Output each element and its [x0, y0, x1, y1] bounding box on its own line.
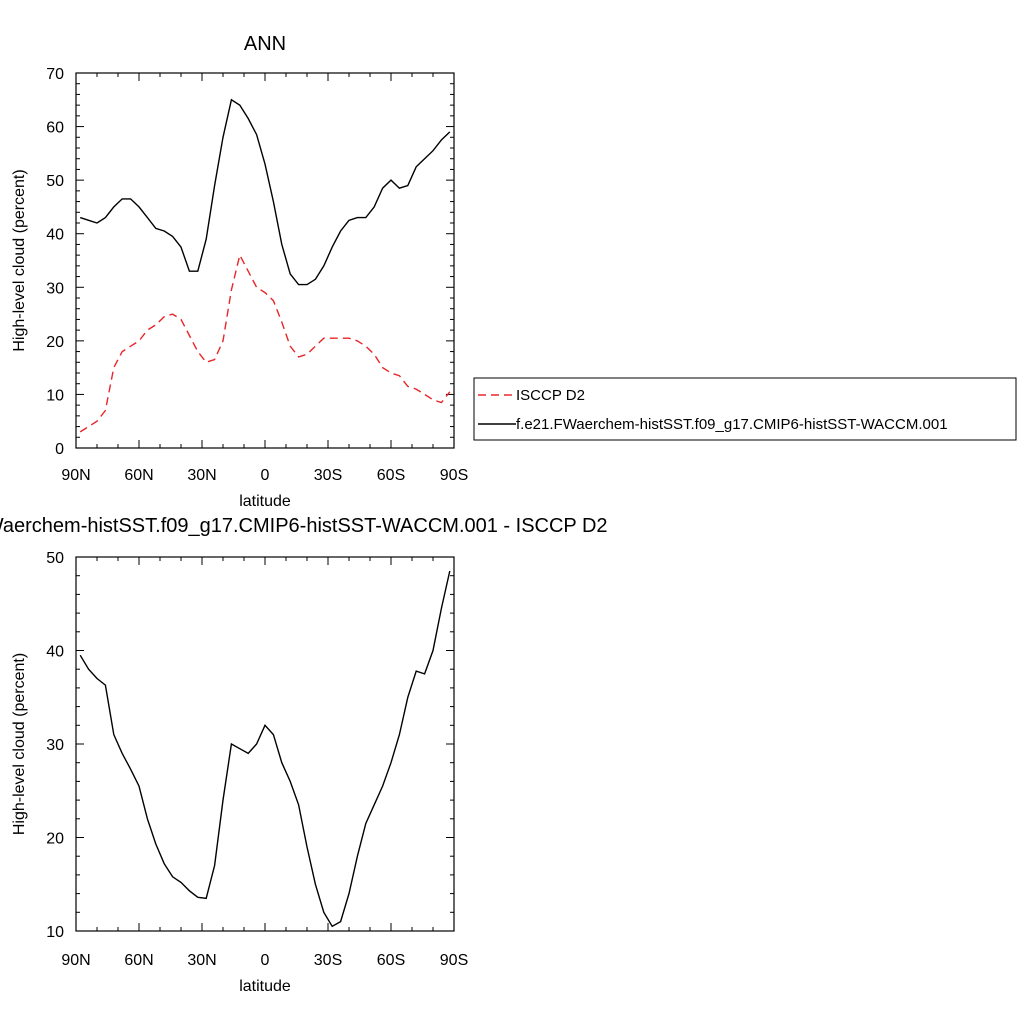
y-tick-label: 50 [46, 550, 64, 567]
y-tick-label: 40 [46, 644, 64, 661]
x-tick-label: 60N [124, 467, 153, 484]
y-tick-label: 10 [46, 387, 64, 404]
x-tick-label: 30S [314, 952, 342, 969]
y-tick-label: 70 [46, 66, 64, 83]
y-tick-label: 50 [46, 173, 64, 190]
y-tick-label: 20 [46, 831, 64, 848]
series-line-1 [79, 98, 451, 286]
x-tick-label: 90N [61, 467, 90, 484]
y-tick-label: 40 [46, 227, 64, 244]
x-tick-label: 60S [377, 952, 405, 969]
x-axis-label: latitude [239, 493, 291, 510]
y-tick-label: 30 [46, 280, 64, 297]
top-panel-annual-cloud: ANN 90N 60N 30N 0 30S 60S 90S 0 10 20 30 40 50 60 70 lat… [11, 33, 468, 510]
x-tick-label: 90S [440, 952, 468, 969]
y-tick-label: 10 [46, 924, 64, 941]
x-tick-label: 0 [261, 952, 270, 969]
y-tick-label: 60 [46, 120, 64, 137]
chart-title: f.e21.FWaerchem-histSST.f09_g17.CMIP6-hi… [0, 515, 608, 537]
x-tick-label: 0 [261, 467, 270, 484]
x-tick-label: 60S [377, 467, 405, 484]
legend-box [473, 377, 1017, 441]
x-tick-label: 30S [314, 467, 342, 484]
legend-entry-0: ISCCP D2 [516, 387, 585, 404]
x-tick-label: 90S [440, 467, 468, 484]
y-axis-label: High-level cloud (percent) [11, 169, 28, 351]
y-axis-label: High-level cloud (percent) [11, 653, 28, 835]
plot-frame [75, 72, 455, 449]
x-tick-label: 60N [124, 952, 153, 969]
y-tick-label: 30 [46, 737, 64, 754]
x-tick-label: 30N [187, 952, 216, 969]
series-line-0 [79, 253, 451, 433]
chart-title: ANN [244, 33, 286, 55]
y-tick-label: 0 [55, 441, 64, 458]
legend-entry-1: f.e21.FWaerchem-histSST.f09_g17.CMIP6-hi… [516, 416, 948, 433]
y-tick-label: 20 [46, 334, 64, 351]
legend: ISCCP D2 f.e21.FWaerchem-histSST.f09_g17.… [473, 377, 1017, 441]
x-axis-label: latitude [239, 978, 291, 995]
bottom-panel-difference: f.e21.FWaerchem-histSST.f09_g17.CMIP6-hi… [0, 515, 608, 995]
x-tick-label: 30N [187, 467, 216, 484]
x-tick-label: 90N [61, 952, 90, 969]
series-line-0 [79, 570, 451, 928]
